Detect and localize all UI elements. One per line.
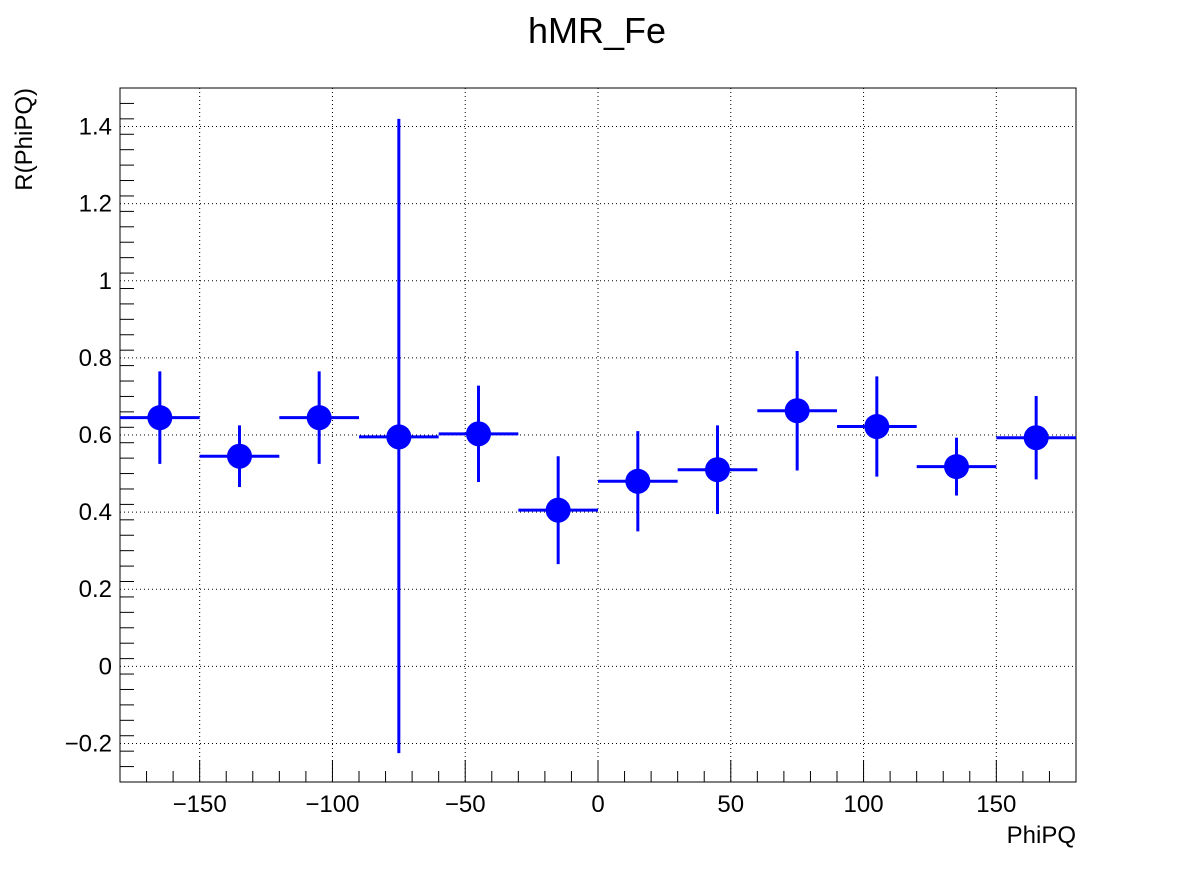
point-marker [147, 405, 173, 431]
data-point [677, 425, 758, 515]
point-marker [306, 405, 332, 431]
y-axis-label: R(PhiPQ) [11, 88, 38, 191]
x-tick-label: 150 [976, 791, 1016, 818]
data-point [438, 385, 519, 483]
point-marker [545, 497, 571, 523]
x-tick-label: −150 [173, 791, 227, 818]
point-marker [466, 421, 491, 447]
y-tick-label: 1.4 [79, 114, 112, 141]
x-tick-label: 50 [717, 791, 744, 818]
data-point [120, 371, 200, 464]
point-marker [705, 457, 730, 483]
y-tick-label: 0.8 [79, 345, 112, 372]
tick-labels: −150 −100 −50 0 50 100 150 −0.2 0 0.2 0.4 0.6 0.8 1 1.… [65, 114, 1017, 818]
x-tick-label: 0 [591, 791, 604, 818]
point-marker [1023, 425, 1049, 451]
point-marker [625, 468, 651, 494]
x-tick-label: −100 [305, 791, 359, 818]
y-tick-label: 0.4 [79, 499, 112, 526]
grid [120, 88, 1076, 782]
y-tick-label: 0.6 [79, 422, 112, 449]
data-point [916, 437, 997, 496]
data-point [518, 456, 598, 565]
x-tick-label: −50 [445, 791, 486, 818]
y-tick-label: 1.2 [79, 191, 112, 218]
data-point [996, 396, 1076, 480]
x-tick-label: 100 [844, 791, 884, 818]
y-tick-label: −0.2 [65, 730, 112, 757]
axis-ticks [119, 87, 1077, 783]
y-tick-label: 0.2 [79, 576, 112, 603]
point-marker [864, 414, 890, 440]
y-tick-label: 1 [99, 268, 112, 295]
data-point [598, 431, 678, 532]
data-point [279, 371, 359, 464]
point-marker [784, 398, 810, 424]
data-point [199, 425, 280, 488]
data-point [359, 118, 439, 754]
point-marker [227, 443, 252, 469]
x-axis-label: PhiPQ [1007, 822, 1076, 849]
data-point [757, 350, 837, 471]
data-series [120, 118, 1076, 754]
point-marker [944, 454, 969, 480]
data-point [837, 376, 917, 477]
point-marker [386, 424, 412, 450]
y-tick-label: 0 [99, 653, 112, 680]
chart-title: hMR_Fe [528, 10, 666, 51]
